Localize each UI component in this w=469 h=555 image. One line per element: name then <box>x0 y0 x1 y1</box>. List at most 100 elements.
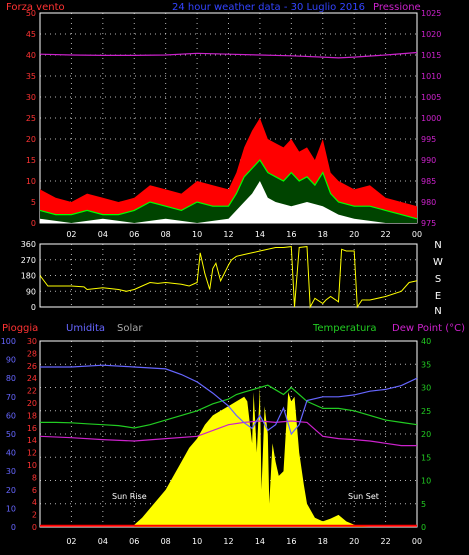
humidity-tick: 70 <box>6 393 16 402</box>
humidity-tick: 90 <box>6 356 16 365</box>
wind-direction-axis: 0 90 180 270 360 <box>21 240 36 312</box>
climate-series <box>39 364 418 527</box>
rain-tick: 14 <box>27 436 37 445</box>
humidity-axis: 0 10 20 30 40 50 60 70 80 90 100 <box>1 337 16 532</box>
pressure-tick: 1010 <box>421 72 441 81</box>
pressure-tick: 985 <box>421 177 436 186</box>
hour-axis-top: 02 04 06 08 10 12 14 16 18 20 22 00 <box>66 230 422 239</box>
hour-axis-bottom: 02 04 06 08 10 12 14 16 18 20 22 00 <box>66 537 422 546</box>
dewpoint-line <box>39 420 417 447</box>
pressure-tick: 980 <box>421 198 436 207</box>
hour-tick-bottom: 12 <box>223 537 233 546</box>
temperature-tick: 10 <box>421 477 431 486</box>
pressure-tick: 975 <box>421 219 436 228</box>
hour-tick-bottom: 22 <box>380 537 390 546</box>
rain-tick: 8 <box>32 473 37 482</box>
temperature-tick: 5 <box>421 500 426 509</box>
hour-tick-bottom: 00 <box>412 537 422 546</box>
rain-tick: 24 <box>27 374 37 383</box>
wind-title: Forza vento <box>6 2 65 13</box>
wind-speed-tick: 40 <box>26 51 36 60</box>
wind-direction-tick: 180 <box>21 272 36 281</box>
temperature-tick: 0 <box>421 523 426 532</box>
temperature-axis: 0 5 10 15 20 25 30 35 40 <box>421 337 431 532</box>
pressure-title: Pressione <box>373 2 421 13</box>
humidity-tick: 10 <box>6 504 16 513</box>
compass-label: E <box>435 291 441 302</box>
pressure-tick: 990 <box>421 156 436 165</box>
compass-label: N <box>434 240 441 251</box>
temperature-tick: 15 <box>421 453 431 462</box>
hour-tick-bottom: 06 <box>129 537 139 546</box>
wind-speed-tick: 15 <box>26 156 36 165</box>
pressure-tick: 1005 <box>421 93 441 102</box>
rain-tick: 16 <box>27 424 37 433</box>
hour-tick-bottom: 16 <box>286 537 296 546</box>
humidity-tick: 40 <box>6 449 16 458</box>
humidity-title: Umidita <box>66 323 105 334</box>
humidity-tick: 80 <box>6 374 16 383</box>
pressure-tick: 1020 <box>421 30 441 39</box>
compass-label: S <box>435 274 441 285</box>
humidity-tick: 20 <box>6 486 16 495</box>
hour-tick-bottom: 04 <box>98 537 108 546</box>
wind-pressure-series <box>39 51 418 223</box>
wind-speed-tick: 5 <box>31 198 36 207</box>
rain-title: Pioggia <box>2 323 38 334</box>
wind-speed-tick: 45 <box>26 30 36 39</box>
compass-label: W <box>433 257 443 268</box>
wind-speed-axis: 0 5 10 15 20 25 30 35 40 45 50 <box>26 9 36 228</box>
compass-label: N <box>434 306 441 317</box>
pressure-line <box>39 51 418 59</box>
wind-direction-grid <box>40 244 417 307</box>
pressure-tick: 1000 <box>421 114 441 123</box>
temperature-tick: 40 <box>421 337 431 346</box>
temperature-tick: 25 <box>421 407 431 416</box>
wind-speed-tick: 25 <box>26 114 36 123</box>
wind-minimum-area <box>40 181 417 223</box>
wind-direction-tick: 0 <box>31 303 36 312</box>
pressure-tick: 1025 <box>421 9 441 18</box>
rain-tick: 26 <box>27 362 37 371</box>
rain-tick: 6 <box>32 486 37 495</box>
temperature-title: Temperatura <box>312 323 377 334</box>
wind-speed-tick: 20 <box>26 135 36 144</box>
hour-tick-top: 22 <box>380 230 390 239</box>
humidity-tick: 50 <box>6 430 16 439</box>
wind-speed-tick: 0 <box>31 219 36 228</box>
wind-speed-tick: 35 <box>26 72 36 81</box>
hour-tick-top: 16 <box>286 230 296 239</box>
temperature-tick: 35 <box>421 360 431 369</box>
rain-tick: 28 <box>27 349 37 358</box>
wind-speed-tick: 30 <box>26 93 36 102</box>
wind-speed-tick: 50 <box>26 9 36 18</box>
humidity-line <box>40 364 418 436</box>
hour-tick-bottom: 10 <box>192 537 202 546</box>
hour-tick-top: 20 <box>349 230 359 239</box>
hour-tick-top: 08 <box>161 230 171 239</box>
temperature-tick: 30 <box>421 384 431 393</box>
wind-direction-tick: 90 <box>26 287 36 296</box>
wind-direction-line <box>39 246 418 309</box>
hour-tick-top: 14 <box>255 230 265 239</box>
chart-title: 24 hour weather data - 30 Luglio 2016 <box>172 2 365 13</box>
wind-average-line <box>39 159 418 220</box>
hour-tick-top: 00 <box>412 230 422 239</box>
hour-tick-bottom: 18 <box>318 537 328 546</box>
rain-tick: 30 <box>27 337 37 346</box>
solar-area <box>134 387 417 527</box>
hour-tick-top: 02 <box>66 230 76 239</box>
pressure-tick: 1015 <box>421 51 441 60</box>
solar-title: Solar <box>117 323 143 334</box>
humidity-tick: 0 <box>11 523 16 532</box>
humidity-tick: 100 <box>1 337 16 346</box>
rain-tick: 12 <box>27 449 37 458</box>
sunrise-label: Sun Rise <box>112 492 147 501</box>
humidity-tick: 30 <box>6 467 16 476</box>
hour-tick-top: 04 <box>98 230 108 239</box>
pressure-axis: 975 980 985 990 995 1000 1005 1010 1015 1020 1025 <box>421 9 441 228</box>
hour-tick-top: 12 <box>223 230 233 239</box>
